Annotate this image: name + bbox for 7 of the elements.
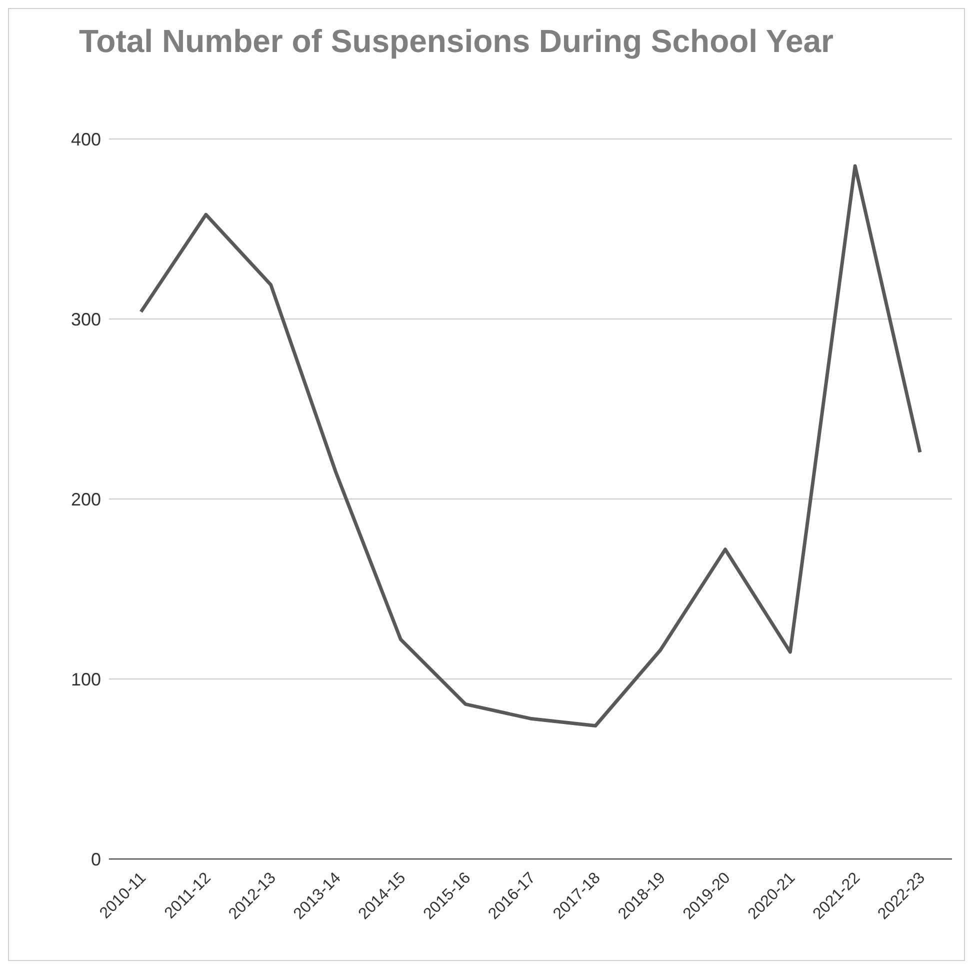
y-tick-label: 300 [70, 309, 101, 330]
y-tick-label: 100 [70, 669, 101, 690]
y-tick-label: 0 [90, 849, 101, 870]
y-tick-label: 400 [70, 129, 101, 150]
line-series [139, 164, 922, 728]
chart-title: Total Number of Suspensions During School Year [79, 23, 834, 60]
y-tick-label: 200 [70, 489, 101, 510]
